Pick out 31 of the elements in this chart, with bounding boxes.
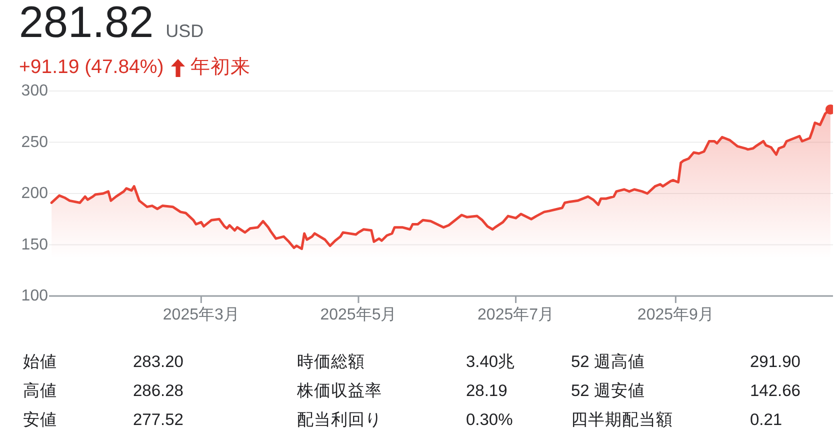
text: 0.30% bbox=[466, 411, 513, 430]
text: 年初来 bbox=[190, 56, 251, 78]
text: 安値 bbox=[23, 411, 57, 430]
text: 3.40兆 bbox=[466, 352, 516, 371]
chart-title: 281.82 bbox=[19, 0, 154, 47]
y-tick-label: 250 bbox=[21, 134, 48, 151]
text: 52 週安値 bbox=[571, 382, 645, 400]
text: 291.90 bbox=[750, 352, 800, 371]
text: 時価総額 bbox=[297, 352, 365, 371]
text: 配当利回り bbox=[297, 411, 382, 430]
text: 株価収益率 bbox=[297, 382, 382, 400]
text: 286.28 bbox=[133, 382, 184, 400]
y-tick-label: 100 bbox=[21, 288, 48, 304]
text: 高値 bbox=[23, 382, 57, 400]
text: 28.19 bbox=[466, 382, 508, 400]
text: 始値 bbox=[23, 352, 57, 371]
y-tick-label: 200 bbox=[21, 185, 48, 202]
text: 277.52 bbox=[133, 411, 184, 430]
text: +91.19 (47.84%) bbox=[19, 56, 164, 78]
x-tick-label: 2025年9月 bbox=[637, 306, 714, 324]
text: 142.66 bbox=[750, 382, 800, 400]
text: 四半期配当額 bbox=[571, 411, 673, 430]
text: 283.20 bbox=[133, 352, 184, 371]
x-tick-label: 2025年7月 bbox=[478, 306, 554, 324]
text: 52 週高値 bbox=[571, 352, 645, 371]
x-tick-label: 2025年3月 bbox=[162, 306, 240, 324]
x-tick-label: 2025年5月 bbox=[320, 306, 397, 324]
y-tick-label: 150 bbox=[21, 236, 48, 254]
y-tick-label: 300 bbox=[21, 82, 48, 100]
text: 0.21 bbox=[750, 411, 782, 430]
chart-subtitle: USD bbox=[166, 21, 204, 41]
